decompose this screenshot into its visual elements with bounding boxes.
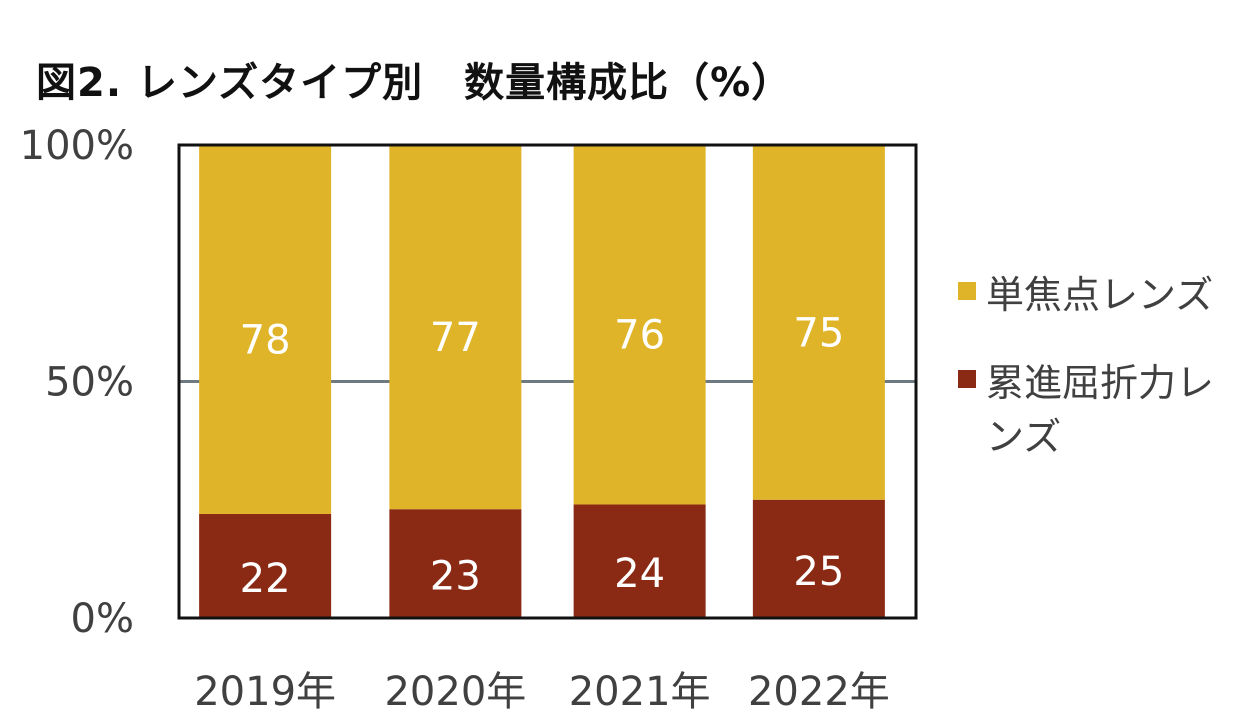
bar-single-vision	[752, 145, 885, 500]
legend-label: 単焦点レンズ	[986, 273, 1214, 317]
legend-label: 累進屈折力レンズ	[986, 361, 1215, 459]
bar-progressive	[389, 509, 522, 618]
x-tick-label: 2021年	[569, 669, 711, 715]
y-tick-label: 50%	[45, 360, 134, 406]
data-label: 77	[430, 315, 481, 361]
legend-item: 累進屈折力レンズ	[958, 356, 1238, 464]
data-label: 24	[614, 551, 665, 597]
y-tick-label: 0%	[71, 596, 134, 642]
data-label: 22	[240, 556, 291, 602]
bar-progressive	[199, 513, 332, 618]
bar-progressive	[752, 499, 885, 618]
bar-progressive	[573, 504, 706, 618]
bar-single-vision	[389, 145, 522, 510]
data-label: 25	[793, 549, 844, 595]
data-label: 23	[430, 554, 481, 600]
data-label: 75	[793, 310, 844, 356]
plot-frame	[177, 143, 918, 620]
legend-swatch	[958, 370, 976, 388]
data-label: 78	[240, 317, 291, 363]
x-tick-label: 2020年	[384, 669, 526, 715]
bar-single-vision	[573, 145, 706, 505]
y-tick-label: 100%	[20, 123, 134, 169]
legend: 単焦点レンズ累進屈折力レンズ	[958, 268, 1238, 498]
chart-title: 図2. レンズタイプ別 数量構成比（%）	[36, 60, 793, 106]
x-tick-label: 2022年	[748, 669, 890, 715]
bar-single-vision	[199, 145, 332, 514]
x-tick-label: 2019年	[194, 669, 336, 715]
legend-swatch	[958, 282, 976, 300]
data-label: 76	[614, 313, 665, 359]
legend-item: 単焦点レンズ	[958, 268, 1238, 322]
